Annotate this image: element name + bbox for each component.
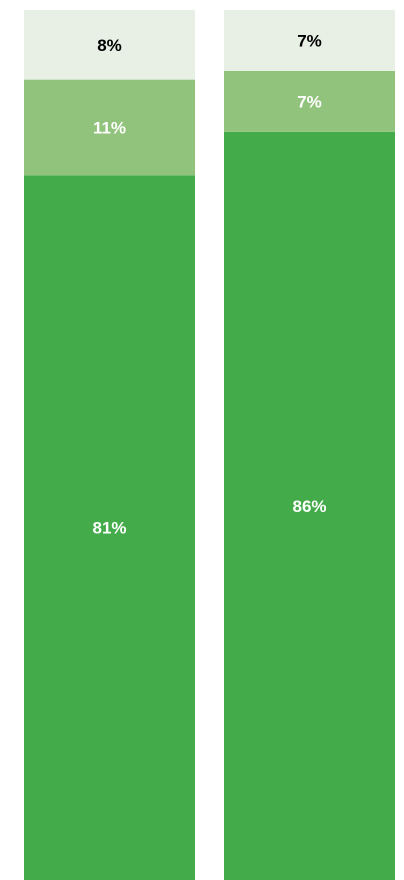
bar-segment-1-3 bbox=[24, 10, 195, 80]
bar-segment-1-2 bbox=[24, 79, 195, 176]
data-label-2-2: 7% bbox=[297, 92, 322, 111]
data-label-2-3: 7% bbox=[297, 31, 322, 50]
bar-segment-2-2 bbox=[224, 70, 395, 132]
data-label-1-3: 8% bbox=[97, 36, 122, 55]
data-label-1-1: 81% bbox=[92, 519, 126, 538]
data-labels-layer: 81% 11% 8% 86% 7% 7% bbox=[92, 31, 326, 537]
bars-layer bbox=[24, 10, 395, 880]
bar-segment-2-1 bbox=[224, 131, 395, 880]
data-label-2-1: 86% bbox=[292, 497, 326, 516]
bar-segment-2-3 bbox=[224, 10, 395, 71]
data-label-1-2: 11% bbox=[93, 118, 126, 137]
bar-segment-1-1 bbox=[24, 175, 195, 880]
